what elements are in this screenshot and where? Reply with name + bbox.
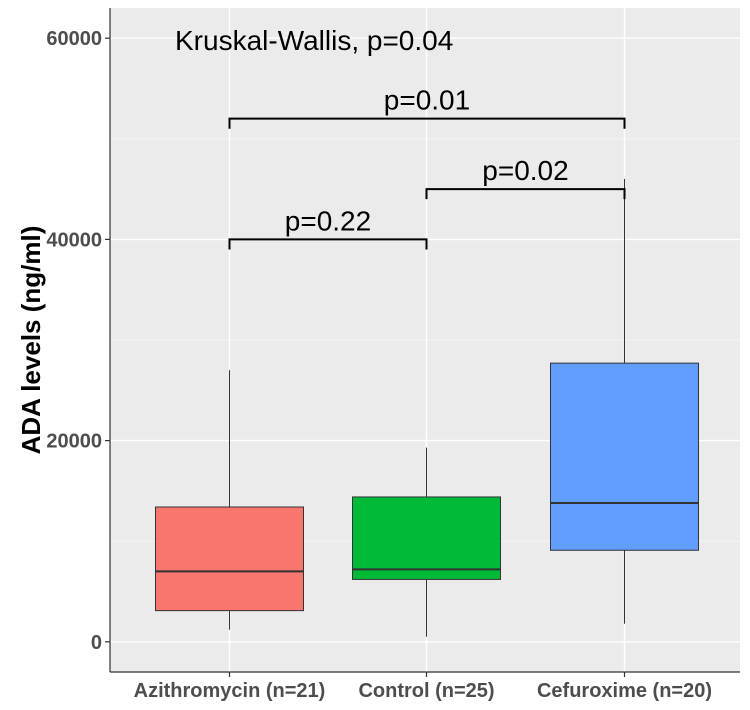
comparison-bracket (425, 188, 626, 200)
kruskal-wallis-label: Kruskal-Wallis, p=0.04 (175, 25, 453, 56)
box (550, 362, 699, 551)
axes: 0 20000 40000 60000 Azithromycin (n=21) Contr… (46, 8, 740, 702)
y-tick-label: 60000 (46, 28, 102, 50)
comparison-bracket (228, 238, 428, 250)
x-tick-label: Azithromycin (n=21) (134, 680, 326, 702)
comparison-bracket (228, 117, 626, 129)
box (155, 506, 304, 612)
y-tick-label: 0 (91, 632, 102, 654)
y-tick-label: 40000 (46, 229, 102, 251)
y-axis-label: ADA levels (ng/ml) (16, 226, 46, 455)
comparison-annotations: p=0.22 p=0.02 p=0.01 (228, 85, 626, 250)
x-tick-label: Cefuroxime (n=20) (537, 680, 712, 702)
comparison-p-value: p=0.01 (384, 85, 470, 116)
box (352, 496, 501, 580)
boxes (155, 179, 699, 637)
comparison-p-value: p=0.22 (285, 205, 371, 236)
y-tick-label: 20000 (46, 431, 102, 453)
x-tick-label: Control (n=25) (358, 680, 494, 702)
comparison-p-value: p=0.02 (482, 155, 568, 186)
